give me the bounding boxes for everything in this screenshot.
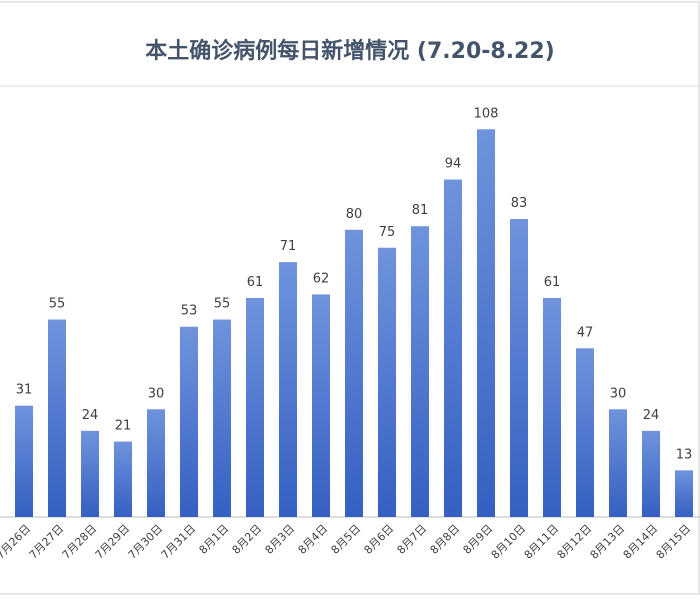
bar	[609, 409, 627, 517]
value-label: 80	[346, 207, 363, 222]
bar	[576, 348, 594, 517]
bar	[510, 219, 528, 517]
bar	[180, 326, 198, 517]
value-label: 55	[214, 297, 231, 312]
bar	[411, 226, 429, 517]
bar	[345, 229, 363, 518]
bar	[675, 470, 693, 517]
bar	[147, 409, 165, 517]
value-label: 108	[474, 106, 499, 121]
value-label: 24	[82, 408, 99, 423]
bar	[543, 298, 561, 517]
value-label: 30	[610, 386, 627, 401]
value-label: 81	[412, 203, 429, 218]
bar	[642, 430, 660, 517]
value-label: 62	[313, 271, 330, 286]
bar	[246, 298, 264, 517]
value-label: 55	[49, 297, 66, 312]
value-label: 21	[115, 419, 132, 434]
value-label: 47	[577, 325, 594, 340]
value-label: 61	[247, 275, 264, 290]
value-label: 31	[16, 383, 33, 398]
value-label: 71	[280, 239, 297, 254]
bar	[378, 247, 396, 517]
bar	[477, 129, 495, 517]
value-label: 24	[643, 408, 660, 423]
bar	[15, 405, 33, 517]
bar	[279, 262, 297, 517]
value-label: 13	[676, 447, 693, 462]
value-label: 83	[511, 196, 528, 211]
value-label: 53	[181, 304, 198, 319]
chart-title: 本土确诊病例每日新增情况 (7.20-8.22)	[145, 38, 554, 64]
bar	[444, 179, 462, 518]
value-label: 30	[148, 386, 165, 401]
value-label: 75	[379, 225, 396, 240]
bar	[114, 441, 132, 517]
bar	[48, 319, 66, 517]
bar	[213, 319, 231, 517]
bar	[312, 294, 330, 517]
bar	[81, 430, 99, 517]
value-label: 94	[445, 157, 462, 172]
value-label: 61	[544, 275, 561, 290]
